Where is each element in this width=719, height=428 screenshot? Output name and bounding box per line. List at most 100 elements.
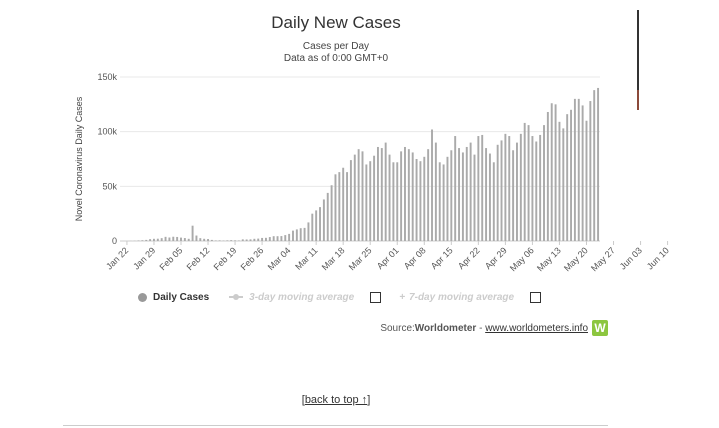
source-credit: Source: Worldometer - www.worldometers.i… — [380, 320, 608, 336]
bar — [234, 240, 237, 241]
bar — [164, 236, 167, 241]
bar — [284, 235, 287, 241]
x-tick-label: Apr 01 — [375, 245, 401, 271]
bar — [392, 162, 395, 241]
legend-3day-label: 3-day moving average — [249, 291, 355, 303]
bar — [446, 156, 449, 241]
bar — [191, 225, 194, 241]
bar — [330, 185, 333, 241]
checkbox-7day[interactable] — [530, 291, 542, 303]
bar — [434, 142, 437, 241]
bar — [303, 227, 306, 241]
bar — [257, 238, 260, 241]
bar — [280, 236, 283, 241]
bar — [346, 172, 349, 241]
legend-7day-average[interactable]: + 7-day moving average — [399, 292, 514, 303]
bar — [597, 87, 600, 241]
bar — [338, 172, 341, 241]
bar — [226, 240, 229, 241]
bar — [512, 150, 515, 241]
bar — [566, 114, 569, 241]
bar — [481, 134, 484, 241]
legend-dot-icon — [138, 292, 147, 302]
bar — [527, 125, 530, 241]
back-to-top-link[interactable]: back to top ↑ — [304, 394, 368, 406]
bar — [268, 237, 271, 241]
scrollbar-edge — [637, 10, 639, 110]
bar — [249, 239, 252, 241]
legend-3day-average[interactable]: 3-day moving average — [229, 292, 354, 303]
x-tick-label: Jan 22 — [104, 245, 130, 271]
bar — [581, 105, 584, 241]
bar — [407, 149, 410, 241]
bar — [149, 239, 152, 241]
bar — [508, 136, 511, 241]
x-tick-label: Mar 25 — [347, 245, 374, 272]
scrollbar-accent — [637, 90, 639, 110]
bar — [176, 236, 179, 241]
bar — [218, 240, 221, 241]
x-tick-label: Jun 03 — [618, 245, 644, 271]
bar — [516, 142, 518, 241]
x-tick-label: May 06 — [508, 245, 536, 273]
bar — [187, 238, 190, 241]
divider — [63, 425, 608, 426]
bar — [546, 111, 549, 241]
bar — [423, 156, 426, 241]
y-axis-title: Novel Coronavirus Daily Cases — [74, 96, 84, 221]
x-tick-label: Feb 19 — [212, 245, 239, 272]
chart-legend: Daily Cases 3-day moving average + 7-day… — [138, 288, 542, 306]
bar — [562, 128, 565, 241]
bar — [396, 162, 399, 241]
bar — [492, 162, 495, 241]
bar — [195, 235, 198, 241]
bar — [454, 136, 457, 241]
bar — [311, 213, 314, 241]
bar — [577, 98, 580, 241]
bar — [369, 161, 372, 241]
bar — [319, 207, 321, 241]
bar — [373, 155, 376, 241]
chart-title: Daily New Cases — [271, 13, 401, 32]
bar — [404, 146, 406, 241]
bar — [137, 240, 140, 241]
bar — [299, 228, 302, 241]
bar — [315, 210, 318, 241]
bar — [496, 144, 499, 241]
bar — [427, 149, 430, 241]
legend-daily-cases[interactable]: Daily Cases — [138, 292, 209, 303]
bar — [523, 122, 526, 241]
bar — [168, 237, 171, 241]
bar — [353, 154, 356, 241]
bar — [465, 146, 468, 241]
bar — [504, 133, 507, 241]
bar — [180, 237, 182, 241]
bar — [156, 238, 159, 241]
bar — [469, 142, 472, 241]
bar — [210, 239, 213, 241]
y-tick-label: 100k — [97, 127, 117, 137]
bar — [384, 142, 387, 241]
x-tick-label: Jun 10 — [645, 245, 671, 271]
source-separator: - — [476, 322, 486, 334]
bar — [203, 238, 206, 241]
bar — [272, 236, 275, 241]
bar — [152, 238, 155, 241]
bar — [237, 240, 240, 241]
x-tick-label: May 20 — [562, 245, 590, 273]
bar — [400, 151, 403, 241]
bar — [477, 136, 480, 241]
bar — [500, 140, 503, 241]
bar — [326, 192, 329, 241]
bar — [573, 98, 576, 241]
x-tick-label: Jan 29 — [131, 245, 157, 271]
bar — [380, 148, 383, 241]
bar — [543, 125, 545, 241]
bar — [365, 164, 368, 241]
legend-daily-label: Daily Cases — [153, 291, 210, 303]
source-link[interactable]: www.worldometers.info — [485, 322, 588, 334]
bar — [334, 174, 337, 241]
bar — [261, 237, 264, 241]
plus-marker-icon: + — [399, 291, 406, 303]
checkbox-3day[interactable] — [370, 291, 382, 303]
